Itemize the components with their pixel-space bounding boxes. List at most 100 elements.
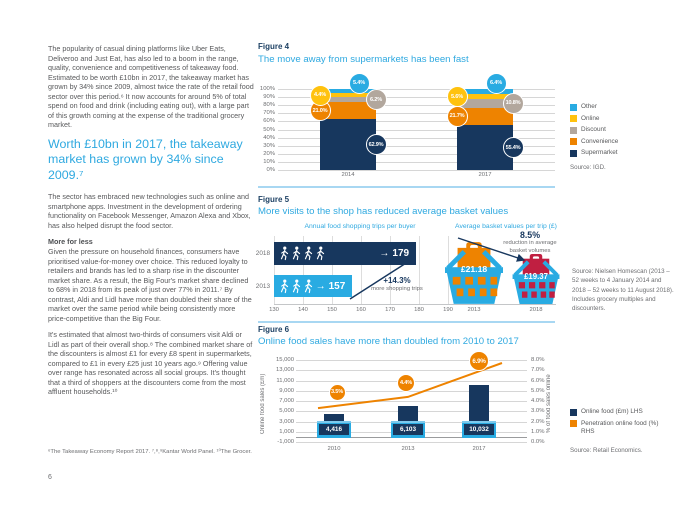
gridline — [278, 153, 555, 155]
gridline — [296, 360, 527, 361]
y-axis-tick: 70% — [263, 110, 275, 117]
value-bubble-online: 4.4% — [309, 84, 331, 106]
gridline — [278, 161, 555, 163]
gridline — [278, 105, 555, 107]
page-number: 6 — [48, 474, 52, 481]
figure5-right-subtitle: Average basket values per trip (£) — [455, 223, 557, 230]
walking-person-icon — [316, 246, 325, 261]
body-column: The popularity of casual dining platform… — [48, 44, 254, 404]
value-bubble-supermarket: 62.9% — [365, 134, 387, 156]
legend-item-convenience: Convenience — [570, 138, 618, 146]
y-axis-tick-left: 13,000 — [275, 367, 294, 374]
figure6-legend: Online food (£m) LHS Penetration online … — [570, 408, 680, 439]
penetration-bubble: 4.4% — [397, 374, 415, 392]
y-axis-tick-left: 3,000 — [279, 418, 294, 425]
figure4-source: Source: IGD. — [570, 164, 606, 171]
value-bubble-online: 5.6% — [446, 86, 468, 108]
legend-swatch-discount-icon — [570, 126, 577, 134]
legend-label-penetration: Penetration online food (%) RHS — [581, 419, 659, 435]
y-axis-tick: 90% — [263, 94, 275, 101]
value-bubble-discount: 6.2% — [365, 89, 387, 111]
walking-person-icon — [280, 279, 289, 293]
y-axis-tick: 20% — [263, 150, 275, 157]
legend-swatch-other-icon — [570, 103, 577, 111]
y-axis-tick: 40% — [263, 134, 275, 141]
x-axis-label: 2017 — [478, 172, 492, 178]
legend-label-other: Other — [581, 103, 597, 110]
bar-segment-convenience — [457, 107, 513, 126]
x-axis-tick: 160 — [356, 307, 366, 313]
paragraph-aldi-lidl: It's estimated that almost two-thirds of… — [48, 330, 253, 396]
x-axis-label: 2013 — [401, 446, 415, 452]
y-axis-tick-left: -1,000 — [277, 439, 294, 445]
gridline — [296, 401, 527, 402]
value-bubble-convenience: 21.0% — [309, 100, 331, 122]
gridline — [278, 113, 555, 115]
legend-swatch-penetration-icon — [570, 420, 577, 428]
y-axis-tick-left: 15,000 — [275, 357, 294, 363]
axis-line — [274, 304, 556, 305]
gridline — [296, 442, 527, 443]
basket-value: £19.37 — [524, 272, 548, 281]
section-divider — [258, 321, 555, 323]
decline-arrow-icon — [457, 237, 526, 262]
legend-swatch-online-icon — [570, 115, 577, 123]
legend-item-online: Online — [570, 115, 618, 123]
legend-item-penetration: Penetration online food (%) RHS — [570, 420, 680, 436]
walking-person-icon — [292, 279, 301, 293]
legend-swatch-online-food-icon — [570, 408, 577, 416]
basket-reduction-caption: reduction in average basket volumes — [503, 240, 557, 254]
y-axis-tick-right: 8.0% — [531, 357, 545, 363]
y-axis-tick: 80% — [263, 102, 275, 109]
walking-person-icon — [304, 246, 313, 261]
y-axis-tick: 100% — [259, 86, 275, 92]
legend-label-supermarket: Supermarket — [581, 149, 618, 157]
penetration-bubble: 6.9% — [469, 351, 489, 371]
bar-value-label: 4,416 — [319, 424, 349, 435]
basket-reduction-value: 8.5% — [519, 230, 541, 240]
figure6-source: Source: Retail Economics. — [570, 447, 643, 454]
x-axis-tick: 190 — [443, 307, 453, 313]
gridline — [390, 236, 391, 304]
bar-value-label: 10,032 — [464, 424, 494, 435]
gridline — [278, 145, 555, 147]
x-axis-tick: 140 — [298, 307, 308, 313]
y-axis-tick-right: 5.0% — [531, 387, 545, 394]
value-bubble-other: 6.4% — [485, 72, 507, 94]
x-axis-tick: 130 — [269, 307, 279, 313]
y-axis-tick-right: 3.0% — [531, 408, 545, 415]
value-bubble-other: 5.4% — [348, 72, 370, 94]
pull-quote: Worth £10bn in 2017, the takeaway market… — [48, 136, 243, 182]
y-axis-tick-right: 7.0% — [531, 367, 545, 374]
row-year-label: 2013 — [255, 282, 270, 290]
y-axis-tick-left: 11,000 — [276, 377, 294, 384]
y-axis-tick: 50% — [263, 126, 275, 133]
figure6-title: Online food sales have more than doubled… — [258, 336, 519, 347]
gridline — [278, 121, 555, 123]
penetration-bubble: 3.5% — [328, 383, 346, 401]
x-axis-tick: 180 — [414, 307, 424, 313]
paragraph-intro: The popularity of casual dining platform… — [48, 44, 254, 129]
y-axis-tick: 10% — [263, 158, 275, 165]
value-bubble-discount: 10.8% — [502, 92, 524, 114]
y-axis-tick: 60% — [263, 118, 275, 125]
paragraph-technology: The sector has embraced new technologies… — [48, 192, 251, 230]
legend-label-online-food: Online food (£m) LHS — [581, 408, 643, 415]
bar-segment-other — [457, 89, 513, 95]
shopping-basket-icon — [512, 254, 560, 304]
gridline — [274, 236, 275, 304]
walking-person-icon — [280, 246, 289, 261]
legend-item-discount: Discount — [570, 126, 618, 134]
gridline — [361, 236, 362, 304]
x-axis-label: 2010 — [327, 446, 341, 452]
gridline — [278, 137, 555, 139]
bar-segment-online — [320, 93, 376, 98]
bar-segment-discount — [320, 97, 376, 103]
y-axis-tick-left: 5,000 — [279, 408, 294, 415]
section-divider — [258, 186, 555, 188]
figure6-label: Figure 6 — [258, 325, 290, 334]
x-axis-tick: 170 — [385, 307, 395, 313]
y-axis-tick-right: 1.0% — [531, 428, 545, 435]
gridline — [332, 236, 333, 304]
